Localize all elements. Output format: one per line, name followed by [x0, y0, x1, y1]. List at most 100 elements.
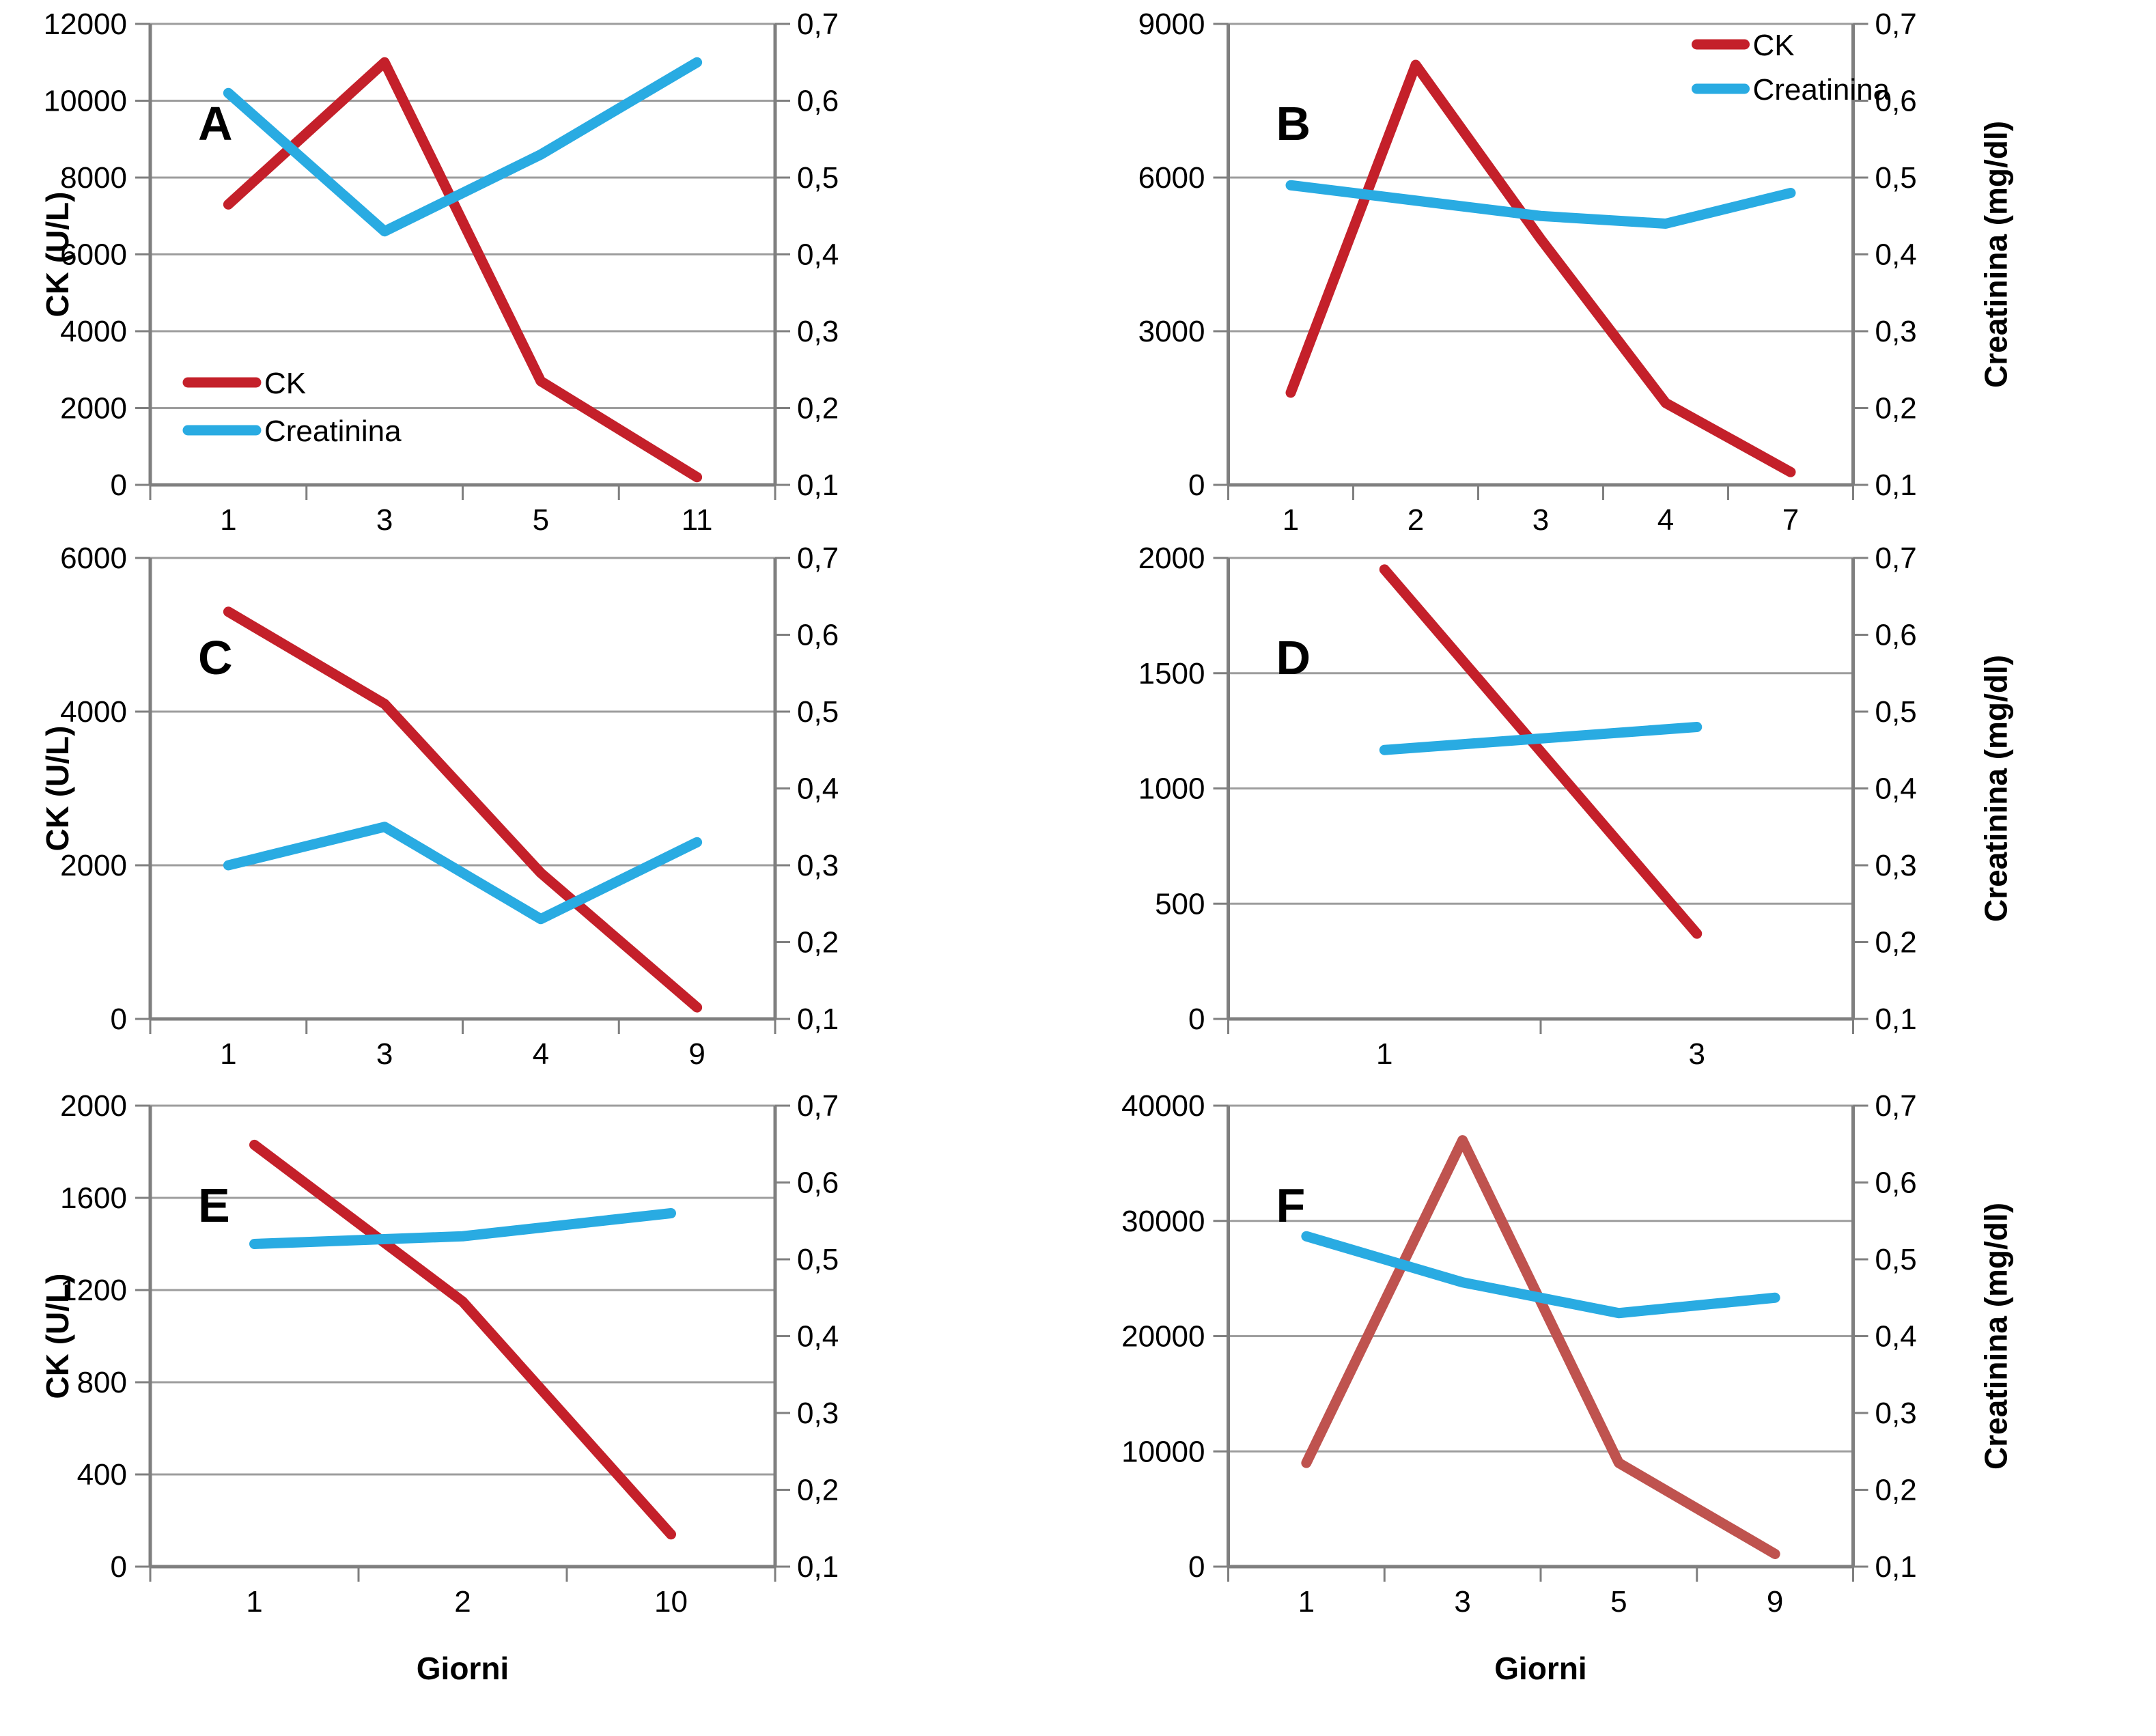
right-axis-tick-label: 0,5	[797, 1243, 839, 1276]
right-axis-tick-label: 0,6	[1875, 1166, 1917, 1200]
left-axis-tick-label: 0	[111, 1550, 127, 1584]
x-axis-tick-label: 4	[533, 1037, 549, 1071]
right-axis-tick-label: 0,1	[797, 1003, 839, 1036]
series-creatinina-line	[1285, 180, 1796, 229]
left-axis-title: CK (U/L)	[40, 192, 75, 318]
x-axis-tick-label: 3	[376, 503, 393, 537]
right-axis-tick-label: 0,1	[797, 468, 839, 502]
left-axis-tick-label: 2000	[60, 392, 127, 425]
left-axis-title: CK (U/L)	[40, 1274, 75, 1399]
legend-label-creatinina: Creatinina	[1753, 73, 1890, 107]
x-axis-tick-label: 4	[1657, 503, 1674, 537]
left-axis-tick-label: 6000	[60, 238, 127, 272]
left-axis-tick-label: 30000	[1121, 1205, 1205, 1238]
x-axis-title: Giorni	[1494, 1651, 1586, 1686]
left-axis-tick-label: 400	[77, 1458, 127, 1492]
x-axis-tick-label: 5	[533, 503, 549, 537]
left-axis-tick-label: 0	[1188, 1003, 1205, 1036]
left-axis-tick-label: 20000	[1121, 1320, 1205, 1354]
right-axis-tick-label: 0,2	[1875, 392, 1917, 425]
chart-cell-A: 0 2000 4000 6000 8000 10000 12000 0,1 0,2 0,3 0,4 0…	[0, 0, 1078, 537]
chart-cell-D: 0 500 1000 1500 2000 0,1 0,2 0,3 0,4 0,5 0,6 0,7 1 3 D…	[1078, 534, 2156, 1071]
right-axis-title: Creatinina (mg/dl)	[1978, 121, 2014, 388]
left-axis-tick-label: 0	[1188, 1550, 1205, 1584]
series-ck-line	[1301, 1135, 1780, 1559]
right-axis-tick-label: 0,4	[1875, 772, 1917, 806]
left-axis-tick-label: 10000	[44, 85, 127, 118]
right-axis-tick-label: 0,2	[797, 1474, 839, 1507]
left-axis-tick-label: 2000	[60, 1089, 127, 1123]
chart-panel-D: 0 500 1000 1500 2000 0,1 0,2 0,3 0,4 0,5 0,6 0,7 1 3 D…	[1138, 542, 2014, 1071]
right-axis-tick-label: 0,3	[1875, 849, 1917, 882]
left-axis-tick-label: 500	[1155, 887, 1205, 921]
series-ck-line	[1379, 564, 1703, 939]
left-axis-tick-label: 2000	[60, 849, 127, 882]
left-axis-tick-label: 800	[77, 1366, 127, 1399]
left-axis-tick-label: 12000	[44, 8, 127, 41]
left-axis-tick-label: 2000	[1138, 542, 1205, 575]
x-axis-tick-label: 7	[1782, 503, 1799, 537]
panel-letter: C	[198, 631, 233, 684]
left-axis-tick-label: 4000	[60, 695, 127, 729]
left-axis-tick-label: 10000	[1121, 1435, 1205, 1468]
chart-cell-F: 0 10000 20000 30000 40000 0,1 0,2 0,3 0,4 0,5 0,6 0…	[1078, 1068, 2156, 1736]
right-axis-tick-label: 0,1	[1875, 1550, 1917, 1584]
right-axis-tick-label: 0,2	[1875, 1474, 1917, 1507]
series-creatinina-line	[1379, 722, 1703, 755]
right-axis-tick-label: 0,7	[797, 8, 839, 41]
left-axis-tick-label: 0	[1188, 468, 1205, 502]
left-axis-tick-label: 0	[111, 1003, 127, 1036]
right-axis-tick-label: 0,6	[1875, 85, 1917, 118]
right-axis-tick-label: 0,3	[1875, 1397, 1917, 1430]
panel-letter: B	[1276, 97, 1311, 150]
left-axis-tick-label: 1500	[1138, 657, 1205, 690]
series-creatinina-line	[223, 57, 703, 237]
right-axis-tick-label: 0,7	[797, 542, 839, 575]
left-axis-tick-label: 8000	[60, 161, 127, 195]
right-axis-tick-label: 0,5	[1875, 695, 1917, 729]
left-axis-tick-label: 1200	[60, 1274, 127, 1307]
right-axis-tick-label: 0,5	[1875, 161, 1917, 195]
legend-label-creatinina: Creatinina	[264, 415, 402, 448]
x-axis-title: Giorni	[417, 1651, 509, 1686]
chart-cell-C: 0 2000 4000 6000 0,1 0,2 0,3 0,4 0,5 0,6 0,7 1 3 4 9 C C…	[0, 534, 1078, 1071]
chart-cell-B: 0 3000 6000 9000 0,1 0,2 0,3 0,4 0,5 0,6 0,7 1 2 3 4 7 B…	[1078, 0, 2156, 537]
x-axis-tick-label: 1	[246, 1585, 262, 1619]
right-axis-tick-label: 0,1	[1875, 468, 1917, 502]
right-axis-tick-label: 0,4	[1875, 238, 1917, 272]
chart-panel-A: 0 2000 4000 6000 8000 10000 12000 0,1 0,2 0,3 0,4 0…	[40, 8, 839, 537]
series-ck-line	[223, 57, 703, 483]
right-axis-tick-label: 0,7	[1875, 1089, 1917, 1123]
left-axis-tick-label: 3000	[1138, 315, 1205, 348]
legend-label-ck: CK	[1753, 29, 1795, 62]
right-axis-tick-label: 0,3	[797, 315, 839, 348]
chart-panel-F: 0 10000 20000 30000 40000 0,1 0,2 0,3 0,4 0,5 0,6 0…	[1121, 1089, 2014, 1686]
right-axis-tick-label: 0,3	[797, 1397, 839, 1430]
chart-panel-C: 0 2000 4000 6000 0,1 0,2 0,3 0,4 0,5 0,6 0,7 1 3 4 9 C C…	[40, 542, 839, 1071]
left-axis-tick-label: 6000	[60, 542, 127, 575]
right-axis-tick-label: 0,3	[1875, 315, 1917, 348]
x-axis-tick-label: 9	[1767, 1585, 1783, 1619]
x-axis-tick-label: 1	[220, 1037, 236, 1071]
x-axis-tick-label: 2	[454, 1585, 471, 1619]
chart-panel-B: 0 3000 6000 9000 0,1 0,2 0,3 0,4 0,5 0,6 0,7 1 2 3 4 7 B…	[1138, 8, 2014, 537]
right-axis-tick-label: 0,6	[797, 619, 839, 652]
panel-letter: A	[198, 97, 233, 150]
right-axis-title: Creatinina (mg/dl)	[1978, 1203, 2014, 1470]
right-axis-tick-label: 0,7	[1875, 542, 1917, 575]
right-axis-tick-label: 0,7	[1875, 8, 1917, 41]
x-axis-tick-label: 11	[682, 503, 713, 537]
right-axis-tick-label: 0,6	[797, 85, 839, 118]
left-axis-title: CK (U/L)	[40, 726, 75, 852]
right-axis-tick-label: 0,6	[1875, 619, 1917, 652]
series-ck-line	[249, 1139, 676, 1540]
right-axis-tick-label: 0,1	[797, 1550, 839, 1584]
left-axis-tick-label: 0	[111, 468, 127, 502]
panel-letter: F	[1276, 1179, 1306, 1232]
left-axis-tick-label: 6000	[1138, 161, 1205, 195]
panel-letter: E	[198, 1179, 230, 1232]
right-axis-tick-label: 0,5	[797, 161, 839, 195]
right-axis-tick-label: 0,4	[797, 1320, 839, 1354]
chart-panel-E: 0 400 800 1200 1600 2000 0,1 0,2 0,3 0,4 0,5 0,6 0,7…	[40, 1089, 839, 1686]
